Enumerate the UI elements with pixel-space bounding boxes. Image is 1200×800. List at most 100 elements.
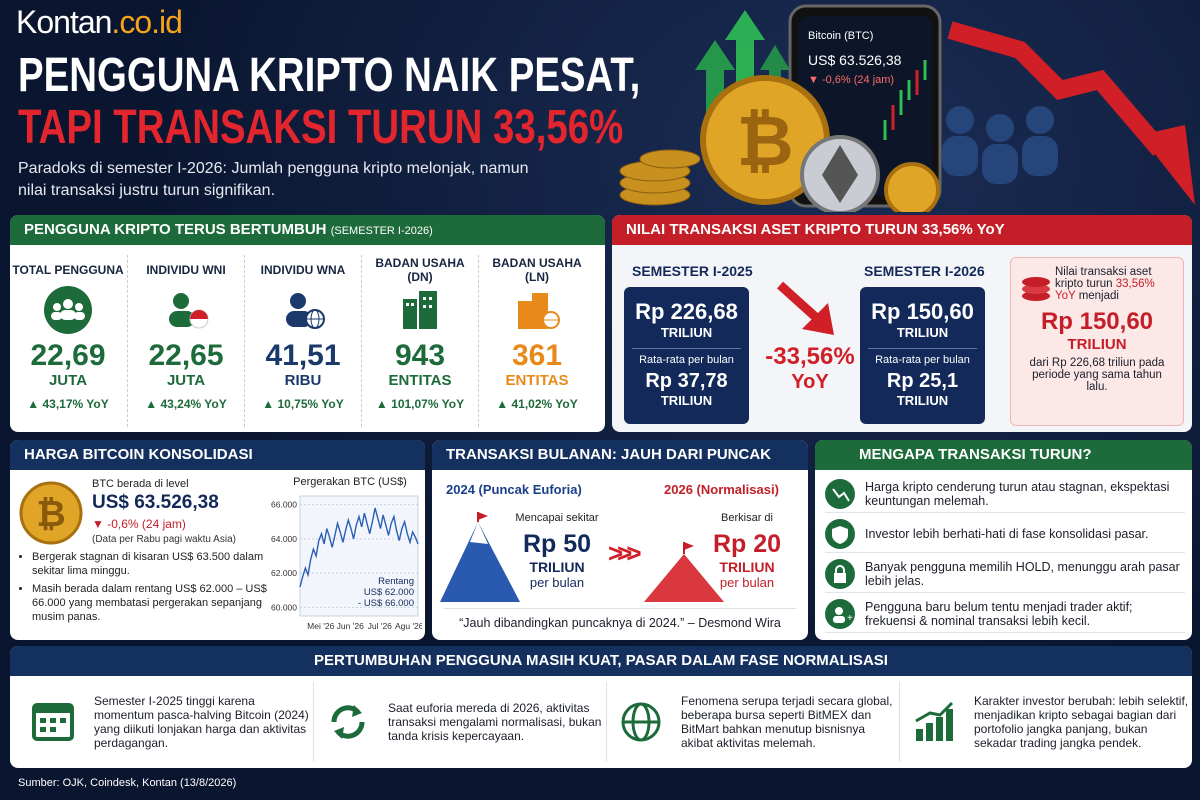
- note-value: Rp 150,60: [1040, 308, 1154, 335]
- note-icon: [1022, 277, 1050, 301]
- bitcoin-panel: HARGA BITCOIN KONSOLIDASI ₿ BTC berada d…: [10, 440, 425, 640]
- period-avg-value: Rp 25,1: [886, 370, 959, 392]
- stat-icon: [169, 293, 209, 329]
- stat-growth-text: 41,02% YoY: [511, 397, 578, 411]
- bitcoin-note: (Data per Rabu pagi waktu Asia): [92, 534, 236, 545]
- outlook-text: Saat euforia mereda di 2026, aktivitas t…: [388, 701, 602, 743]
- header-art: ₿: [619, 4, 1195, 212]
- outlook-text: Fenomena serupa terjadi secara global, b…: [681, 694, 893, 750]
- outlook-icon: [621, 702, 661, 742]
- outlook-text: Karakter investor berubah: lebih selekti…: [974, 694, 1189, 750]
- left-label: 2024 (Puncak Euforia): [446, 482, 582, 497]
- y-tick-label: 66.000: [271, 500, 297, 510]
- stat-value: 361: [511, 339, 563, 372]
- phone-change: ▼ -0,6% (24 jam): [808, 74, 895, 86]
- monthly-header: TRANSAKSI BULANAN: JAUH DARI PUNCAK 2024: [432, 440, 808, 493]
- stat-growth-text: 101,07% YoY: [391, 397, 465, 411]
- svg-text:₿: ₿: [736, 102, 793, 180]
- stat-growth: ▲ 43,24% YoY: [145, 397, 227, 411]
- outlook-icon: [915, 701, 954, 741]
- outlook-item: Saat euforia mereda di 2026, aktivitas t…: [313, 682, 604, 762]
- right-label: 2026 (Normalisasi): [664, 482, 779, 497]
- monthly-panel: TRANSAKSI BULANAN: JAUH DARI PUNCAK 2024…: [432, 440, 808, 640]
- outlook-icon: [331, 705, 365, 739]
- chevrons: >>>: [608, 538, 641, 568]
- change-unit: YoY: [791, 371, 829, 393]
- source: Sumber: OJK, Coindesk, Kontan (13/8/2026…: [18, 777, 237, 789]
- svg-text:+: +: [847, 613, 853, 624]
- note-text: Nilai transaksi aset kripto turun 33,56%…: [1055, 266, 1177, 302]
- transactions-panel: NILAI TRANSAKSI ASET KRIPTO TURUN 33,56%…: [612, 215, 1192, 432]
- down-arrow: [776, 281, 834, 335]
- right-unit: TRILIUN: [719, 559, 775, 575]
- level-label: BTC berada di level: [92, 478, 189, 490]
- outlook-icon: [32, 703, 74, 741]
- stat-icon: [286, 293, 325, 329]
- why-header: MENGAPA TRANSAKSI TURUN?: [815, 440, 1192, 470]
- stat-column: TOTAL PENGGUNA 22,69 JUTA ▲ 43,17% YoY: [10, 255, 126, 427]
- stat-column: BADAN USAHA (DN) 943 ENTITAS ▲ 101,07% YoY: [361, 255, 478, 427]
- x-tick-label: Jun '26: [337, 621, 364, 631]
- period-unit: TRILIUN: [660, 325, 713, 340]
- outlook-item: Fenomena serupa terjadi secara global, b…: [606, 682, 897, 762]
- x-tick-label: Mei '26: [307, 621, 334, 631]
- stat-value: 22,69: [30, 339, 106, 372]
- price-line: [299, 507, 419, 588]
- period-unit: TRILIUN: [896, 325, 949, 340]
- stat-unit: RIBU: [284, 372, 322, 389]
- period-label: SEMESTER I-2026: [864, 263, 985, 279]
- why-icon: [825, 479, 855, 509]
- stat-label: INDIVIDU WNA: [260, 263, 346, 277]
- why-item: Banyak pengguna memilih HOLD, menunggu a…: [825, 556, 1185, 593]
- users-panel: PENGGUNA KRIPTO TERUS BERTUMBUH (SEMESTE…: [10, 215, 605, 432]
- bitcoin-header: HARGA BITCOIN KONSOLIDASI: [10, 440, 425, 470]
- period-value: Rp 150,60: [871, 299, 974, 324]
- bitcoin-price: US$ 63.526,38: [92, 492, 219, 513]
- stat-label: BADAN USAHA (DN): [375, 256, 465, 284]
- period-value: Rp 226,68: [635, 299, 738, 324]
- x-tick-label: Jul '26: [368, 621, 393, 631]
- transactions-header: NILAI TRANSAKSI ASET KRIPTO TURUN 33,56%…: [612, 215, 1192, 245]
- period-label: SEMESTER I-2025: [632, 263, 753, 279]
- why-item: + Pengguna baru belum tentu menjadi trade…: [825, 596, 1185, 633]
- left-unit: TRILIUN: [529, 559, 585, 575]
- bitcoin-coin: ₿: [19, 481, 83, 545]
- stat-growth: ▲ 41,02% YoY: [496, 397, 578, 411]
- users-period: (SEMESTER I-2026): [330, 225, 433, 237]
- period-avg-unit: TRILIUN: [896, 393, 949, 408]
- outlook-item: Semester I-2025 tinggi karena momentum p…: [20, 682, 310, 762]
- why-text: Investor lebih berhati-hati di fase kons…: [865, 527, 1149, 541]
- stat-icon: [403, 291, 437, 329]
- stat-value: 943: [394, 339, 446, 372]
- users-header: PENGGUNA KRIPTO TERUS BERTUMBUH (SEMESTE…: [10, 215, 605, 245]
- note-box: Nilai transaksi aset kripto turun 33,56%…: [1010, 257, 1184, 426]
- btc-chart: Pergerakan BTC (US$) 60.000 62.000 64.000 6…: [271, 476, 422, 631]
- stat-growth: ▲ 101,07% YoY: [375, 397, 465, 411]
- stat-growth-text: 43,17% YoY: [42, 397, 109, 411]
- stat-label: TOTAL PENGGUNA: [12, 263, 124, 277]
- svg-text:₿: ₿: [36, 493, 65, 534]
- why-icon: +: [825, 599, 855, 629]
- period-avg-value: Rp 37,78: [645, 370, 728, 392]
- why-text: Harga kripto cenderung turun atau stagna…: [865, 480, 1170, 508]
- right-value: Rp 20: [712, 530, 782, 558]
- stat-label: BADAN USAHA (LN): [492, 256, 582, 284]
- x-tick-label: Agu '26: [395, 621, 422, 631]
- stat-icon: [518, 293, 560, 329]
- annotation: US$ 62.000: [364, 587, 414, 598]
- bullet: Masih berada dalam rentang US$ 62.000 – …: [32, 582, 294, 624]
- note-highlight: 33,56% YoY: [1055, 278, 1155, 302]
- y-tick-label: 62.000: [271, 568, 297, 578]
- stat-label: INDIVIDU WNI: [146, 263, 226, 277]
- why-item: Investor lebih berhati-hati di fase kons…: [825, 516, 1185, 553]
- y-tick-label: 60.000: [271, 602, 297, 612]
- stat-column: BADAN USAHA (LN) 361 ENTITAS ▲ 41,02% YoY: [478, 255, 595, 427]
- brand: Kontan.co.id: [16, 4, 183, 41]
- stat-growth-text: 10,75% YoY: [277, 397, 344, 411]
- left-value: Rp 50: [522, 530, 592, 558]
- stat-growth: ▲ 10,75% YoY: [262, 397, 344, 411]
- bitcoin-change-text: -0,6% (24 jam): [107, 517, 186, 531]
- bitcoin-change: ▼ -0,6% (24 jam): [92, 517, 186, 531]
- stat-unit: JUTA: [166, 372, 206, 389]
